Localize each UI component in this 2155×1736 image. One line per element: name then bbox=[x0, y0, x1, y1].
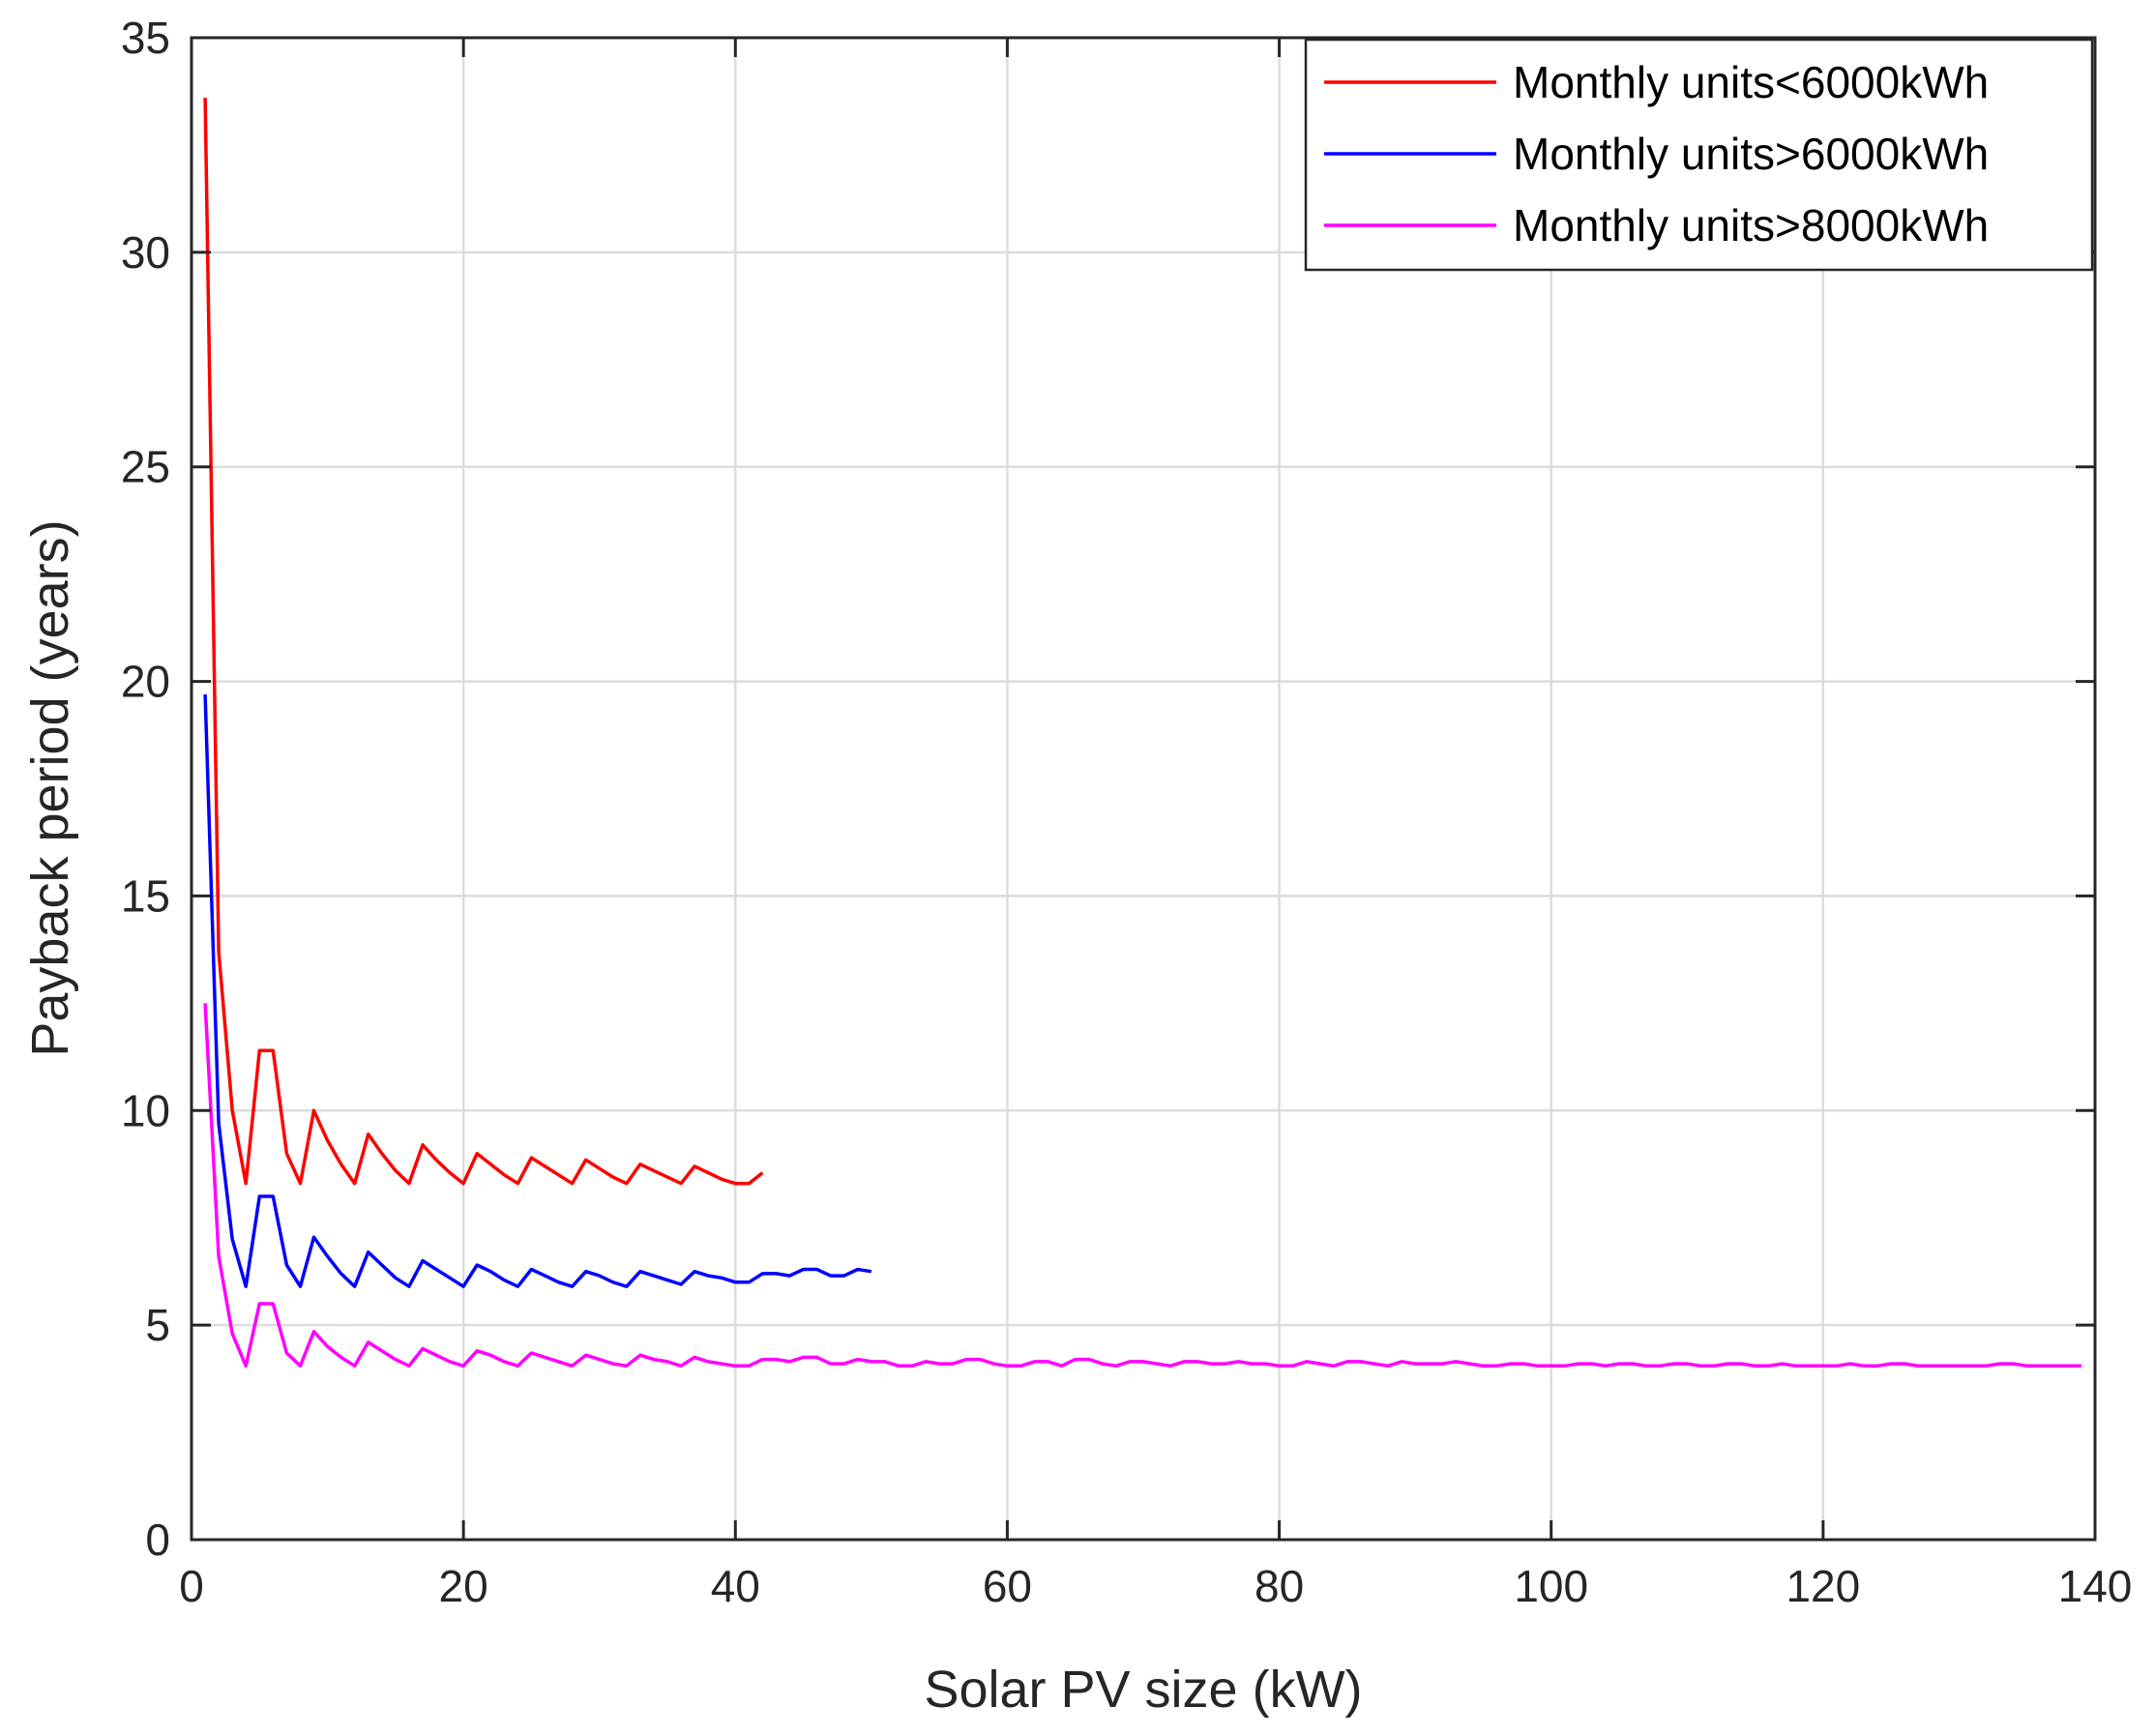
y-tick-label: 0 bbox=[145, 1515, 170, 1565]
x-tick-label: 60 bbox=[983, 1561, 1032, 1611]
series-layer bbox=[203, 98, 2081, 1368]
x-tick-label: 100 bbox=[1514, 1561, 1588, 1611]
grid bbox=[192, 38, 2095, 1540]
y-tick-label: 10 bbox=[121, 1085, 170, 1135]
legend-label: Monthly units<6000kWh bbox=[1513, 57, 1989, 107]
y-tick-label: 5 bbox=[145, 1300, 170, 1350]
x-tick-label: 0 bbox=[179, 1561, 204, 1611]
axes-box bbox=[190, 36, 2097, 1542]
y-tick-label: 30 bbox=[121, 227, 170, 278]
legend-label: Monthly units>6000kWh bbox=[1513, 129, 1989, 179]
series-line-2 bbox=[203, 693, 872, 1288]
legend: Monthly units<6000kWh Monthly units>6000k… bbox=[1304, 38, 2094, 272]
y-tick-label: 25 bbox=[121, 442, 170, 492]
x-tick-label: 20 bbox=[439, 1561, 488, 1611]
series-line-1 bbox=[203, 98, 764, 1186]
x-tick-label: 80 bbox=[1255, 1561, 1304, 1611]
x-tick-label: 120 bbox=[1786, 1561, 1860, 1611]
x-axis-title: Solar PV size (kW) bbox=[924, 1661, 1362, 1719]
x-tick-label: 40 bbox=[711, 1561, 760, 1611]
y-axis-title: Payback period (years) bbox=[21, 519, 79, 1056]
y-tick-label: 35 bbox=[121, 13, 170, 63]
series-line-3 bbox=[203, 1003, 2081, 1368]
plot-area bbox=[192, 38, 2095, 1540]
ticks: 0 20 40 60 80 100 120 140 0 5 10 15 20 25 30 35 bbox=[121, 13, 2133, 1611]
legend-label: Monthly units>8000kWh bbox=[1513, 200, 1989, 250]
y-tick-label: 15 bbox=[121, 870, 170, 921]
y-tick-label: 20 bbox=[121, 657, 170, 707]
x-tick-label: 140 bbox=[2058, 1561, 2133, 1611]
